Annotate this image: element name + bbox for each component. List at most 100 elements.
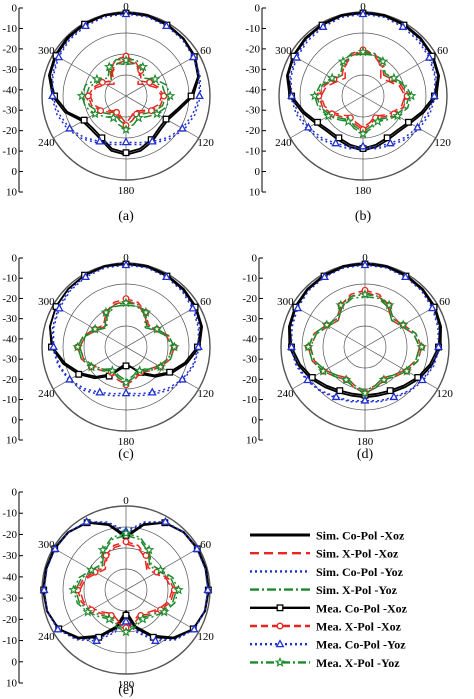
marker-mea-co-yoz: [194, 342, 203, 351]
radial-tick-label: -30: [2, 593, 17, 605]
marker-mea-co-yoz: [358, 141, 368, 150]
radial-tick-label: -20: [2, 43, 17, 55]
radial-tick-label: -30: [242, 354, 257, 366]
marker-mea-co-xoz: [405, 118, 412, 126]
marker-mea-x-yoz: [372, 115, 383, 127]
marker-mea-x-yoz: [151, 323, 163, 334]
marker-mea-co-yoz: [427, 303, 437, 312]
polar-panel-b: 0 60 120 180 240 300 0 -10 -20 -30 -40 -30 -20 -10 0 10…: [245, 1, 451, 224]
marker-mea-co-xoz: [336, 387, 344, 395]
grid-spoke: [362, 53, 436, 97]
angle-label: 300: [275, 45, 292, 57]
angle-label: 60: [439, 296, 451, 308]
marker-mea-co-xoz: [314, 118, 321, 126]
marker-mea-co-yoz: [50, 544, 60, 553]
marker-mea-co-yoz: [398, 21, 408, 30]
radial-tick-label: 10: [6, 187, 18, 199]
angle-label: 240: [38, 137, 55, 149]
radial-tick-label: -10: [2, 635, 17, 647]
marker-mea-x-yoz: [82, 606, 94, 617]
legend-label-sim-x-xoz: Sim. X-Pol -Xoz: [316, 547, 399, 561]
marker-mea-x-yoz: [416, 341, 427, 352]
marker-mea-x-yoz: [164, 90, 176, 101]
angle-label: 300: [38, 539, 55, 551]
marker-mea-co-yoz: [48, 91, 57, 100]
marker-mea-co-xoz: [335, 134, 343, 142]
angle-label: 300: [38, 296, 55, 308]
marker-mea-x-yoz: [169, 341, 180, 352]
marker-mea-co-yoz: [162, 272, 171, 281]
series-curve-sim-x-xoz: [320, 51, 406, 129]
radial-tick-label: 10: [6, 435, 18, 447]
marker-mea-x-yoz: [76, 90, 88, 101]
marker-mea-co-yoz: [160, 516, 170, 525]
marker-mea-x-yoz: [155, 564, 166, 575]
marker-mea-co-yoz: [95, 136, 105, 145]
legend-label-mea-x-xoz: Mea. X-Pol -Xoz: [316, 620, 402, 634]
marker-mea-co-yoz: [331, 138, 341, 147]
marker-mea-x-xoz: [84, 92, 92, 100]
radial-tick-label: 10: [246, 435, 258, 447]
marker-mea-co-yoz: [188, 52, 198, 61]
marker-mea-co-yoz: [121, 616, 131, 625]
angle-label: 120: [197, 137, 214, 149]
marker-mea-x-yoz: [133, 112, 144, 123]
angle-label: 240: [275, 137, 292, 149]
radial-tick-label: -30: [2, 354, 17, 366]
grid-spoke: [125, 95, 199, 139]
marker-mea-x-yoz: [321, 319, 333, 330]
marker-mea-co-yoz: [417, 375, 427, 384]
marker-mea-co-yoz: [121, 137, 131, 146]
angle-label: 180: [118, 679, 135, 691]
radial-tick-label: -30: [245, 64, 260, 76]
grid-spoke: [53, 95, 127, 139]
radial-tick-label: -20: [2, 529, 17, 541]
marker-mea-x-yoz: [378, 374, 390, 385]
marker-mea-x-yoz: [86, 361, 97, 372]
marker-mea-co-yoz: [82, 516, 92, 525]
angle-label: 240: [38, 388, 55, 400]
marker-mea-co-yoz: [360, 395, 370, 404]
marker-mea-co-xoz: [122, 149, 130, 157]
marker-mea-x-yoz: [100, 306, 112, 318]
angle-label: 240: [277, 388, 294, 400]
radial-tick-label: 0: [252, 253, 258, 265]
radial-tick-label: -10: [2, 23, 17, 35]
marker-mea-x-yoz: [397, 319, 409, 330]
marker-mea-co-xoz: [80, 116, 88, 124]
marker-mea-co-yoz: [358, 9, 368, 18]
marker-mea-co-xoz: [122, 362, 130, 370]
grid-spoke: [53, 304, 127, 348]
marker-mea-co-yoz: [331, 392, 341, 401]
radial-tick-label: -10: [245, 23, 260, 35]
marker-mea-co-yoz: [318, 21, 328, 30]
radial-tick-label: -20: [242, 374, 257, 386]
marker-mea-co-yoz: [177, 123, 187, 132]
marker-mea-co-yoz: [147, 387, 157, 396]
marker-mea-x-yoz: [137, 613, 149, 624]
marker-mea-x-yoz: [340, 374, 352, 385]
marker-mea-x-xoz: [102, 551, 110, 559]
marker-mea-co-yoz: [287, 91, 296, 100]
marker-mea-co-yoz: [389, 392, 399, 401]
marker-mea-x-yoz: [137, 61, 149, 72]
radial-tick-label: -10: [245, 146, 260, 158]
marker-mea-x-yoz: [103, 61, 115, 72]
marker-mea-co-yoz: [434, 342, 443, 351]
marker-mea-x-xoz: [160, 92, 168, 100]
radial-tick-label: -30: [2, 550, 17, 562]
angle-label: 0: [362, 252, 368, 264]
marker-mea-x-yoz: [406, 90, 417, 101]
legend-label-sim-co-xoz: Sim. Co-Pol -Xoz: [316, 529, 405, 543]
marker-mea-co-yoz: [147, 136, 157, 145]
marker-mea-x-yoz: [151, 108, 163, 119]
marker-mea-x-yoz: [120, 54, 132, 65]
angle-label: 0: [123, 1, 129, 13]
marker-mea-x-yoz: [359, 288, 371, 299]
angle-label: 300: [38, 45, 55, 57]
marker-mea-x-xoz: [98, 78, 106, 86]
marker-mea-co-yoz: [53, 624, 63, 633]
marker-mea-co-xoz: [75, 370, 83, 378]
radial-tick-label: 0: [12, 487, 18, 499]
marker-mea-co-yoz: [65, 123, 75, 132]
